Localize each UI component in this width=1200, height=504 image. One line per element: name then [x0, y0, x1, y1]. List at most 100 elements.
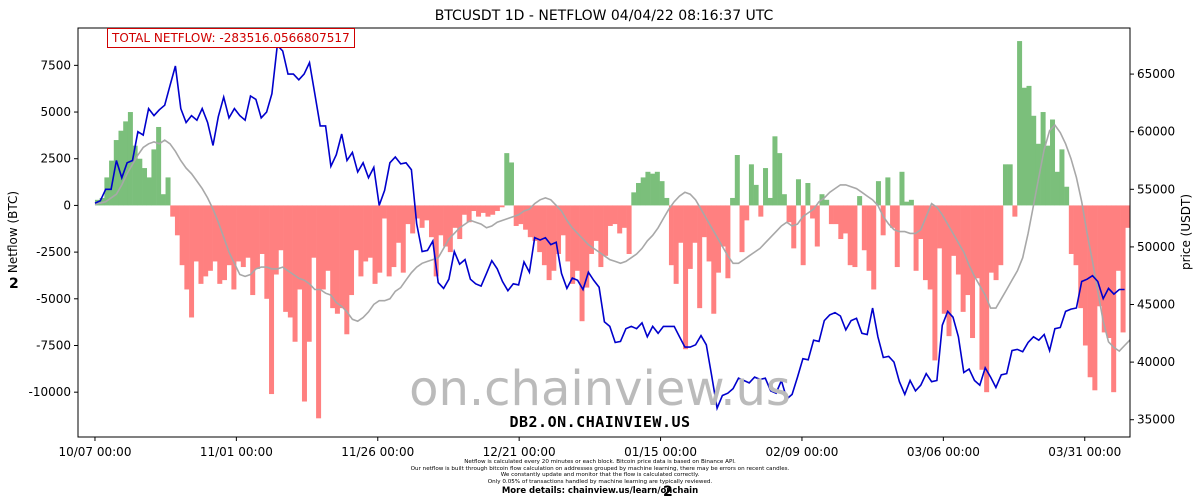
netflow-bar [480, 205, 486, 213]
netflow-bar [955, 205, 961, 275]
netflow-bar [871, 205, 877, 290]
netflow-bar [932, 205, 938, 361]
netflow-bar [320, 205, 326, 290]
netflow-bar [814, 205, 820, 247]
left-tick-label: -10000 [28, 385, 71, 399]
netflow-bar [1031, 115, 1037, 206]
footnote-line-4: Only 0.05% of transactions handled by ma… [487, 478, 713, 485]
x-tick-label: 02/09 00:00 [765, 445, 838, 459]
netflow-bar [875, 181, 881, 206]
netflow-bar [221, 205, 227, 281]
more-details-link[interactable]: More details: chainview.us/learn/onchain [501, 486, 699, 496]
netflow-bar [344, 205, 350, 335]
netflow-bar [1087, 205, 1093, 378]
netflow-bar [908, 199, 914, 206]
netflow-bar [1026, 85, 1032, 206]
netflow-bar [137, 158, 143, 206]
netflow-bar [965, 205, 971, 296]
netflow-bar [838, 205, 844, 240]
netflow-bar [645, 171, 651, 206]
netflow-bar [852, 205, 858, 268]
netflow-bar [207, 205, 213, 271]
netflow-bar [123, 121, 129, 206]
netflow-bar [951, 205, 957, 256]
netflow-bar [396, 205, 402, 243]
x-axis: 10/07 00:00 11/01 00:00 11/26 00:00 12/21 0… [58, 437, 1121, 459]
netflow-bar [250, 205, 256, 296]
netflow-bar [857, 196, 863, 206]
footnote-line-3: We constantly update and monitor that th… [500, 472, 700, 478]
netflow-bar [946, 205, 952, 337]
netflow-bar [805, 183, 811, 206]
netflow-bar [1068, 205, 1074, 254]
netflow-bar [1120, 205, 1126, 333]
netflow-bar [899, 171, 905, 206]
netflow-bar [866, 205, 872, 271]
netflow-bar [174, 205, 180, 236]
netflow-bar [1111, 205, 1117, 393]
netflow-bar [330, 205, 336, 309]
netflow-bar [824, 199, 830, 206]
netflow-bar [744, 205, 750, 221]
netflow-bar [193, 205, 199, 262]
netflow-bar [697, 205, 703, 309]
netflow-bar [678, 205, 684, 243]
netflow-bar [988, 205, 994, 273]
netflow-bar [358, 205, 364, 277]
netflow-bar [443, 205, 449, 247]
netflow-bar [217, 205, 223, 284]
netflow-bar [283, 205, 289, 312]
netflow-bar [1097, 205, 1103, 307]
left-tick-label: -7500 [36, 338, 71, 352]
netflow-bar [377, 205, 383, 273]
netflow-bar [447, 205, 453, 253]
netflow-bar [1059, 149, 1065, 206]
netflow-bar [334, 205, 340, 314]
netflow-bar [292, 205, 298, 342]
netflow-bar [179, 205, 185, 266]
left-tick-label: -2500 [36, 245, 71, 259]
netflow-bar [607, 205, 613, 226]
netflow-bar [381, 205, 387, 219]
netflow-bar [160, 194, 166, 206]
netflow-bar [142, 168, 148, 206]
netflow-bar [113, 140, 119, 206]
netflow-bar [847, 205, 853, 266]
right-tick-label: 45000 [1137, 298, 1175, 312]
netflow-bar [556, 205, 562, 254]
netflow-bar [132, 145, 138, 206]
netflow-bar [269, 205, 275, 395]
netflow-bar [471, 205, 477, 212]
netflow-bar [894, 205, 900, 268]
netflow-bar [631, 192, 637, 206]
netflow-bar [593, 205, 599, 241]
netflow-bar [405, 205, 411, 225]
netflow-bar [278, 205, 284, 251]
netflow-bar [1017, 41, 1023, 206]
netflow-bar [476, 205, 482, 217]
chart-title: BTCUSDT 1D - NETFLOW 04/04/22 08:16:37 U… [435, 8, 774, 24]
netflow-bar [452, 205, 458, 228]
netflow-bar [1101, 205, 1107, 333]
netflow-bar [189, 205, 195, 318]
x-tick-label: 01/15 00:00 [624, 445, 697, 459]
netflow-bar [433, 205, 439, 277]
netflow-bar [127, 112, 133, 206]
netflow-bar [730, 197, 736, 206]
netflow-bar [753, 184, 759, 206]
netflow-bar [527, 205, 533, 238]
netflow-bar [367, 205, 373, 258]
netflow-bar [273, 205, 279, 275]
netflow-bar [701, 205, 707, 238]
netflow-bar [918, 205, 924, 240]
netflow-bar [570, 205, 576, 284]
netflow-bar [795, 179, 801, 206]
netflow-bar [720, 205, 726, 247]
x-tick-label: 03/06 00:00 [907, 445, 980, 459]
netflow-bar [1012, 205, 1018, 217]
netflow-bar [683, 205, 689, 350]
netflow-bar [184, 205, 190, 290]
netflow-bar [664, 197, 670, 206]
netflow-bar [457, 205, 463, 240]
netflow-bar [786, 205, 792, 223]
